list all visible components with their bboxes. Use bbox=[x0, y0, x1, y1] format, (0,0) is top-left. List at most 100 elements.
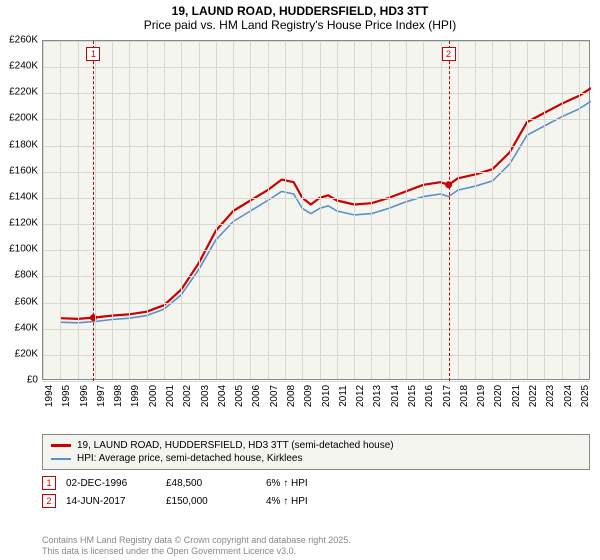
transaction-price: £150,000 bbox=[166, 496, 256, 507]
grid-line-h bbox=[43, 224, 589, 225]
grid-line-v bbox=[458, 41, 459, 379]
legend-swatch bbox=[51, 444, 71, 446]
x-tick-label: 2015 bbox=[405, 385, 418, 407]
transaction-delta: 6% ↑ HPI bbox=[266, 478, 308, 489]
grid-line-v bbox=[112, 41, 113, 379]
transaction-row-1: 102-DEC-1996£48,5006% ↑ HPI bbox=[42, 474, 590, 492]
x-tick-label: 2005 bbox=[232, 385, 245, 407]
grid-line-h bbox=[43, 303, 589, 304]
x-tick-label: 1997 bbox=[94, 385, 107, 407]
x-tick-label: 1996 bbox=[77, 385, 90, 407]
grid-line-h bbox=[43, 198, 589, 199]
marker-badge-1: 1 bbox=[86, 47, 100, 61]
grid-line-h bbox=[43, 146, 589, 147]
grid-line-h bbox=[43, 276, 589, 277]
transaction-date: 14-JUN-2017 bbox=[66, 496, 156, 507]
chart-title-line2: Price paid vs. HM Land Registry's House … bbox=[0, 18, 600, 32]
grid-line-v bbox=[337, 41, 338, 379]
x-tick-label: 2011 bbox=[336, 385, 349, 407]
grid-line-v bbox=[406, 41, 407, 379]
marker-line-2 bbox=[449, 41, 450, 381]
grid-line-v bbox=[199, 41, 200, 379]
x-tick-label: 2012 bbox=[353, 385, 366, 407]
y-tick-label: £160K bbox=[9, 165, 38, 176]
transaction-price: £48,500 bbox=[166, 478, 256, 489]
grid-line-v bbox=[60, 41, 61, 379]
grid-line-v bbox=[510, 41, 511, 379]
series-line-price_paid bbox=[60, 88, 591, 319]
x-tick-label: 2019 bbox=[474, 385, 487, 407]
grid-line-v bbox=[268, 41, 269, 379]
grid-line-v bbox=[562, 41, 563, 379]
y-tick-label: £80K bbox=[15, 270, 38, 281]
y-tick-label: £140K bbox=[9, 191, 38, 202]
grid-line-v bbox=[354, 41, 355, 379]
x-tick-label: 1994 bbox=[42, 385, 55, 407]
legend-and-transactions: 19, LAUND ROAD, HUDDERSFIELD, HD3 3TT (s… bbox=[42, 434, 590, 510]
transaction-rows: 102-DEC-1996£48,5006% ↑ HPI214-JUN-2017£… bbox=[42, 474, 590, 510]
attribution-line1: Contains HM Land Registry data © Crown c… bbox=[42, 535, 351, 546]
chart-title-block: 19, LAUND ROAD, HUDDERSFIELD, HD3 3TT Pr… bbox=[0, 0, 600, 34]
y-tick-label: £100K bbox=[9, 244, 38, 255]
grid-line-v bbox=[389, 41, 390, 379]
attribution-text: Contains HM Land Registry data © Crown c… bbox=[42, 535, 351, 558]
grid-line-h bbox=[43, 355, 589, 356]
x-tick-label: 2008 bbox=[284, 385, 297, 407]
grid-line-h bbox=[43, 93, 589, 94]
legend-swatch bbox=[51, 458, 71, 460]
grid-line-v bbox=[320, 41, 321, 379]
grid-line-h bbox=[43, 329, 589, 330]
y-tick-label: £260K bbox=[9, 35, 38, 46]
grid-line-h bbox=[43, 67, 589, 68]
x-tick-label: 2003 bbox=[198, 385, 211, 407]
x-tick-label: 2000 bbox=[146, 385, 159, 407]
x-tick-label: 2014 bbox=[388, 385, 401, 407]
x-tick-label: 2001 bbox=[163, 385, 176, 407]
grid-line-v bbox=[527, 41, 528, 379]
legend-row-price_paid: 19, LAUND ROAD, HUDDERSFIELD, HD3 3TT (s… bbox=[51, 439, 581, 452]
x-tick-label: 2023 bbox=[543, 385, 556, 407]
grid-line-v bbox=[302, 41, 303, 379]
y-tick-label: £220K bbox=[9, 87, 38, 98]
x-tick-label: 2004 bbox=[215, 385, 228, 407]
chart-title-line1: 19, LAUND ROAD, HUDDERSFIELD, HD3 3TT bbox=[0, 4, 600, 18]
grid-line-v bbox=[216, 41, 217, 379]
transaction-badge: 2 bbox=[42, 494, 56, 508]
grid-line-v bbox=[544, 41, 545, 379]
x-tick-label: 1999 bbox=[128, 385, 141, 407]
x-tick-label: 2006 bbox=[249, 385, 262, 407]
x-tick-label: 2021 bbox=[509, 385, 522, 407]
grid-line-v bbox=[164, 41, 165, 379]
y-axis: £0£20K£40K£60K£80K£100K£120K£140K£160K£1… bbox=[2, 40, 40, 380]
grid-line-v bbox=[95, 41, 96, 379]
x-tick-label: 2016 bbox=[422, 385, 435, 407]
y-tick-label: £200K bbox=[9, 113, 38, 124]
x-tick-label: 2010 bbox=[319, 385, 332, 407]
grid-line-v bbox=[492, 41, 493, 379]
grid-line-h bbox=[43, 119, 589, 120]
x-tick-label: 2013 bbox=[370, 385, 383, 407]
y-tick-label: £240K bbox=[9, 61, 38, 72]
x-tick-label: 2002 bbox=[180, 385, 193, 407]
legend-label: HPI: Average price, semi-detached house,… bbox=[77, 453, 303, 464]
grid-line-h bbox=[43, 250, 589, 251]
x-tick-label: 2007 bbox=[267, 385, 280, 407]
grid-line-v bbox=[371, 41, 372, 379]
legend-row-hpi: HPI: Average price, semi-detached house,… bbox=[51, 452, 581, 465]
x-tick-label: 2022 bbox=[526, 385, 539, 407]
y-tick-label: £180K bbox=[9, 139, 38, 150]
y-tick-label: £60K bbox=[15, 296, 38, 307]
grid-line-v bbox=[43, 41, 44, 379]
grid-line-v bbox=[285, 41, 286, 379]
grid-line-v bbox=[129, 41, 130, 379]
y-tick-label: £20K bbox=[15, 348, 38, 359]
grid-line-v bbox=[147, 41, 148, 379]
x-tick-label: 1995 bbox=[59, 385, 72, 407]
grid-line-h bbox=[43, 41, 589, 42]
legend-label: 19, LAUND ROAD, HUDDERSFIELD, HD3 3TT (s… bbox=[77, 440, 394, 451]
transaction-delta: 4% ↑ HPI bbox=[266, 496, 308, 507]
marker-badge-2: 2 bbox=[442, 47, 456, 61]
x-tick-label: 2017 bbox=[440, 385, 453, 407]
grid-line-v bbox=[181, 41, 182, 379]
x-tick-label: 1998 bbox=[111, 385, 124, 407]
